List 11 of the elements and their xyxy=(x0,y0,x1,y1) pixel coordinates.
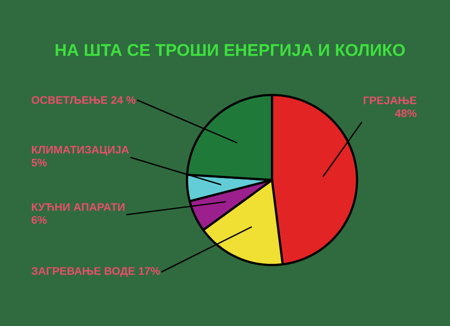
data-label: 24 % xyxy=(111,96,136,104)
data-label: 17% xyxy=(138,267,160,275)
slice-label: КЛИМАТИЗАЦИЈА xyxy=(32,146,129,156)
slice-label: ГРЕЈАЊЕ xyxy=(364,96,416,104)
chart-title: НА ШТА СЕ ТРОШИ ЕНЕРГИЈА И КОЛИКО xyxy=(56,44,405,56)
slice-label: КУЋНИ АПАРАТИ xyxy=(32,203,125,211)
data-label: 48% xyxy=(395,109,417,118)
data-label: 6% xyxy=(32,216,47,224)
slice-label: ОСВЕТЉЕЊЕ xyxy=(32,96,108,104)
slice-label: ЗАГРЕВАЊЕ ВОДЕ xyxy=(31,267,135,277)
data-label: 5% xyxy=(32,158,47,167)
